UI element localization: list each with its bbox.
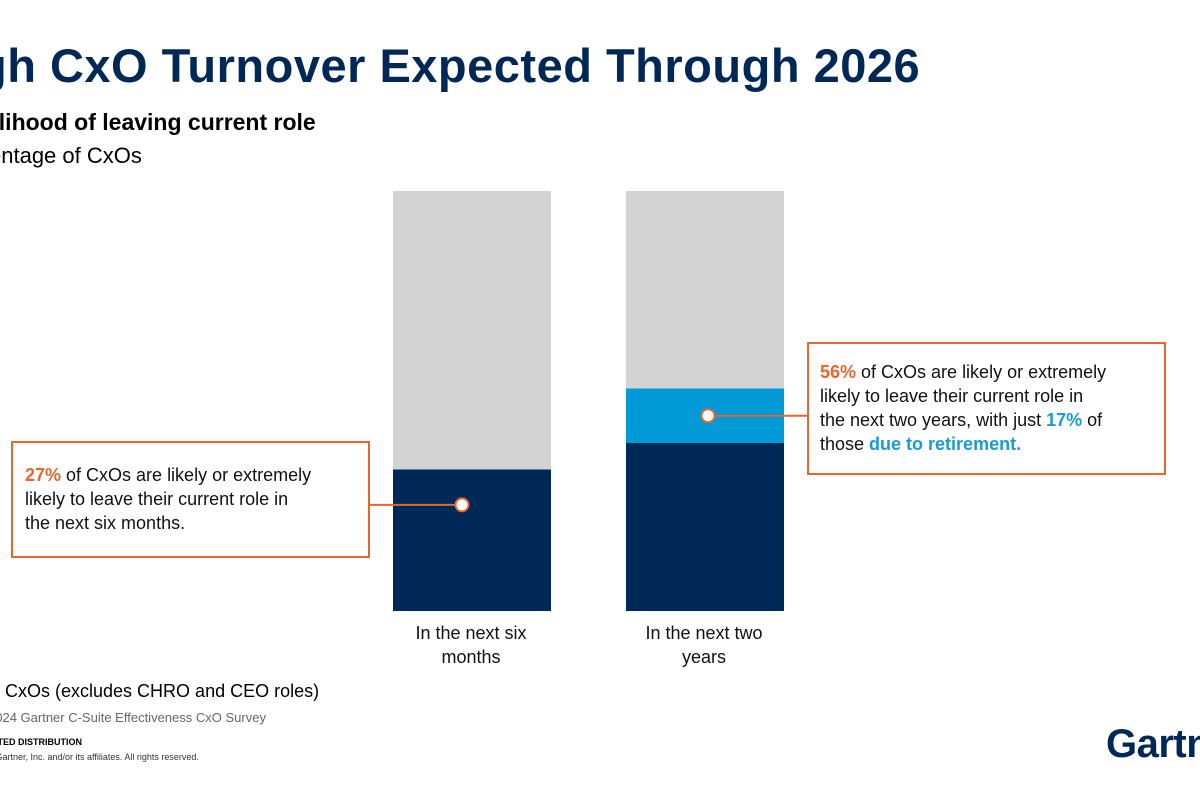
callout-two-years: 56% of CxOs are likely or extremely like… bbox=[807, 342, 1166, 475]
category-label-six-months-line-2: months bbox=[441, 647, 501, 667]
callout-right-line-3: the next two years, with just bbox=[820, 410, 1047, 430]
copyright-notice: 4 Gartner, Inc. and/or its affiliates. A… bbox=[0, 752, 199, 762]
bar-six-months-remaining bbox=[393, 191, 551, 470]
category-label-two-years: In the next two years bbox=[604, 621, 804, 669]
marker-dot-two-years bbox=[700, 408, 716, 424]
callout-left-line-3: the next six months. bbox=[25, 513, 186, 533]
chart-subtitle: elihood of leaving current role bbox=[0, 109, 316, 135]
category-label-two-years-line-1: In the next two bbox=[645, 623, 763, 643]
callout-right-line-2: likely to leave their current role in bbox=[820, 386, 1084, 406]
category-label-six-months-line-1: In the next six bbox=[415, 623, 527, 643]
bar-two-years-remaining bbox=[626, 191, 784, 389]
category-label-six-months: In the next six months bbox=[371, 621, 571, 669]
bar-six-months-committed bbox=[393, 469, 551, 611]
callout-right-line-1: of CxOs are likely or extremely bbox=[856, 362, 1107, 382]
callout-left-line-2: likely to leave their current role in bbox=[25, 489, 289, 509]
callout-right-percent: 56% bbox=[820, 362, 857, 382]
page-title: gh CxO Turnover Expected Through 2026 bbox=[0, 39, 921, 92]
category-label-two-years-line-2: years bbox=[681, 647, 726, 667]
callout-six-months: 27% of CxOs are likely or extremely like… bbox=[11, 441, 370, 558]
callout-right-line-3-end: of bbox=[1082, 410, 1103, 430]
gartner-logo: Gartn bbox=[1106, 722, 1200, 766]
callout-left-line-1: of CxOs are likely or extremely bbox=[61, 465, 312, 485]
callout-right-retirement-percent: 17% bbox=[1046, 410, 1083, 430]
callout-left-percent: 27% bbox=[25, 465, 62, 485]
sample-footnote: 00 CxOs (excludes CHRO and CEO roles) bbox=[0, 681, 320, 701]
bar-two-years-committed bbox=[626, 443, 784, 611]
chart-unit-label: centage of CxOs bbox=[0, 143, 142, 168]
source-footnote: 2024 Gartner C-Suite Effectiveness CxO S… bbox=[0, 710, 266, 725]
distribution-notice: RICTED DISTRIBUTION bbox=[0, 737, 82, 747]
marker-dot-six-months bbox=[454, 497, 470, 513]
callout-right-retirement-text: due to retirement. bbox=[869, 434, 1022, 454]
callout-right-line-4: those bbox=[820, 434, 870, 454]
